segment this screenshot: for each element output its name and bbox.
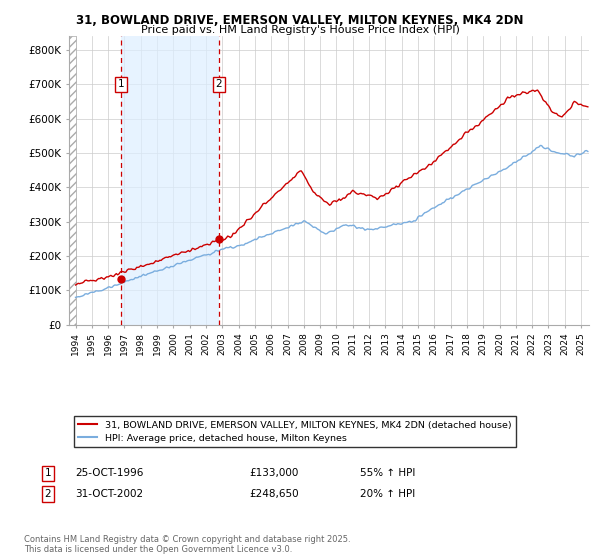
Text: 20% ↑ HPI: 20% ↑ HPI [360,489,415,499]
Text: 25-OCT-1996: 25-OCT-1996 [75,468,143,478]
Text: Price paid vs. HM Land Registry's House Price Index (HPI): Price paid vs. HM Land Registry's House … [140,25,460,35]
Text: £248,650: £248,650 [249,489,299,499]
Text: £133,000: £133,000 [249,468,298,478]
Text: 1: 1 [44,468,52,478]
Text: 55% ↑ HPI: 55% ↑ HPI [360,468,415,478]
Text: 2: 2 [44,489,52,499]
Text: 2: 2 [215,80,222,90]
Legend: 31, BOWLAND DRIVE, EMERSON VALLEY, MILTON KEYNES, MK4 2DN (detached house), HPI:: 31, BOWLAND DRIVE, EMERSON VALLEY, MILTO… [74,416,516,447]
Bar [121,36,219,325]
Text: 1: 1 [118,80,124,90]
Text: 31-OCT-2002: 31-OCT-2002 [75,489,143,499]
Text: 31, BOWLAND DRIVE, EMERSON VALLEY, MILTON KEYNES, MK4 2DN: 31, BOWLAND DRIVE, EMERSON VALLEY, MILTO… [76,14,524,27]
Text: Contains HM Land Registry data © Crown copyright and database right 2025.
This d: Contains HM Land Registry data © Crown c… [24,535,350,554]
